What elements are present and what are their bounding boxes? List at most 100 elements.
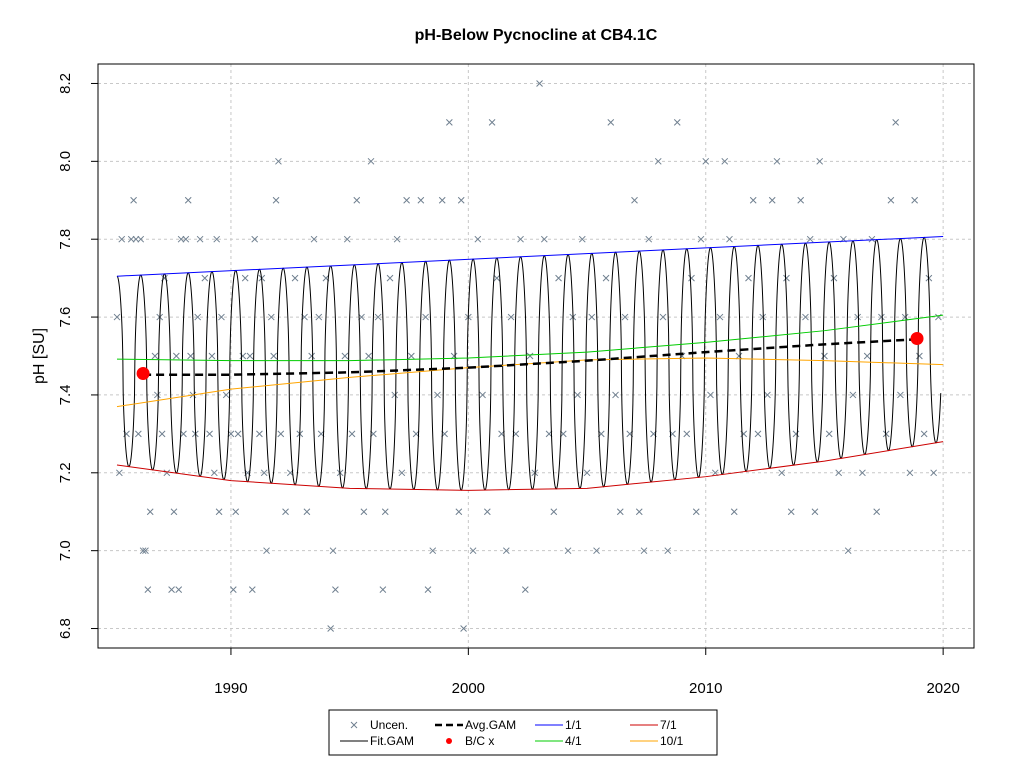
observation-point [393, 235, 401, 243]
observation-point [469, 547, 477, 555]
observation-point [483, 508, 491, 516]
series-line-1-1 [116, 235, 944, 277]
observation-point [130, 196, 137, 204]
observation-point [208, 352, 216, 360]
observation-point [659, 313, 667, 321]
observation-point [645, 235, 653, 243]
observation-point [873, 508, 881, 516]
observation-point [263, 547, 270, 555]
x-tick-label: 2020 [926, 680, 959, 697]
observation-point [341, 352, 349, 360]
observation-point [854, 313, 862, 321]
observation-point [232, 508, 240, 516]
observation-point [616, 508, 624, 516]
observation-point [303, 508, 311, 516]
legend-label: 1/1 [565, 718, 582, 732]
observation-point [127, 235, 135, 243]
observation-point [749, 196, 757, 204]
observation-point [911, 196, 919, 204]
observation-point [386, 274, 394, 282]
observation-point [251, 235, 259, 243]
observation-point [457, 196, 465, 204]
observation-point [488, 119, 496, 126]
observation-point [768, 196, 776, 204]
fit-gam-line [116, 236, 942, 491]
observation-point [920, 430, 928, 438]
observation-point [787, 508, 795, 516]
observation-point [654, 157, 662, 165]
observation-point [270, 352, 278, 360]
observation-point [374, 313, 382, 321]
observation-point [635, 508, 643, 516]
observation-point [811, 508, 819, 516]
observation-point [735, 352, 743, 360]
legend-box [328, 709, 718, 756]
observation-point [365, 352, 372, 360]
legend-label: Avg.GAM [465, 718, 516, 732]
observation-point [474, 235, 482, 243]
observation-point [146, 508, 154, 516]
observation-point [353, 196, 361, 204]
observation-point [113, 313, 121, 321]
observation-point [730, 508, 738, 516]
observation-point [821, 352, 828, 360]
observation-point [806, 235, 814, 243]
observation-point [142, 547, 149, 555]
observation-point [574, 391, 581, 399]
observation-point [916, 352, 923, 360]
observation-point [348, 430, 356, 438]
observation-point [381, 508, 389, 516]
observation-point [764, 391, 771, 399]
observation-point [201, 274, 209, 282]
observation-point [493, 274, 501, 282]
observation-point [417, 196, 425, 204]
observation-point [445, 119, 453, 126]
observation-point [835, 469, 843, 477]
observation-point [398, 469, 406, 477]
observation-point [144, 586, 152, 593]
x-tick-label: 2000 [452, 680, 485, 697]
observation-point [555, 274, 562, 282]
grid-layer [98, 64, 974, 648]
x-tick-label: 1990 [214, 680, 247, 697]
observation-point [434, 391, 441, 399]
observation-point [153, 391, 161, 399]
observation-point [868, 235, 876, 243]
observation-point [308, 352, 316, 360]
observation-point [863, 352, 871, 360]
observation-point [825, 430, 833, 438]
observation-point [187, 352, 194, 360]
observation-point [175, 586, 183, 593]
bc-point [910, 331, 924, 345]
observation-point [422, 313, 429, 321]
observation-point [234, 430, 242, 438]
observation-point [521, 586, 529, 593]
observation-point [745, 274, 752, 282]
observation-point [137, 235, 145, 243]
observation-point [778, 469, 786, 477]
observation-point [403, 196, 410, 204]
bc-point [136, 367, 150, 381]
series-line-7-1 [116, 441, 944, 491]
observation-point [248, 586, 256, 593]
chart-title: pH-Below Pycnocline at CB4.1C [415, 27, 658, 44]
observation-point [602, 274, 610, 282]
observation-point [759, 313, 767, 321]
observation-point [507, 313, 515, 321]
observation-point [424, 586, 432, 593]
legend-item: 7/1 [630, 718, 677, 732]
observation-point [897, 391, 904, 399]
observation-point [391, 391, 399, 399]
legend-item: 10/1 [630, 734, 684, 748]
y-tick-label: 7.6 [57, 307, 74, 328]
observation-point [277, 430, 285, 438]
observation-point [408, 352, 415, 360]
legend-swatch [446, 738, 452, 744]
legend-label: Fit.GAM [370, 734, 414, 748]
observation-point [707, 391, 714, 399]
observation-point [502, 547, 510, 555]
observation-point [612, 391, 619, 399]
observation-point [797, 196, 805, 204]
legend-label: 10/1 [660, 734, 684, 748]
